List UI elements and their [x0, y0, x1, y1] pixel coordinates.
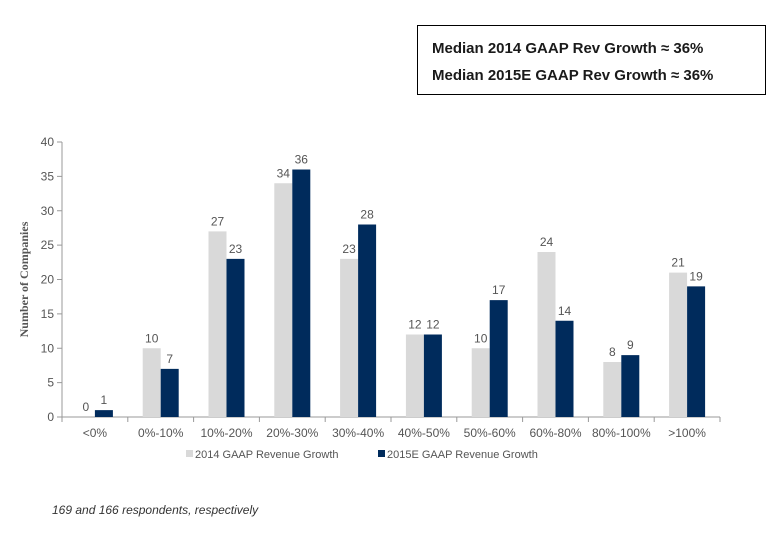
x-tick-label: 0%-10%	[138, 426, 184, 440]
data-label-2014: 10	[474, 331, 488, 345]
y-tick-label: 15	[41, 307, 55, 321]
bar-2015e	[621, 355, 640, 417]
bar-2015e	[687, 286, 706, 417]
data-label-2015e: 28	[360, 208, 374, 222]
bar-2015e	[226, 258, 245, 417]
bar-2015e	[94, 410, 113, 417]
x-tick-label: 40%-50%	[398, 426, 450, 440]
bar-2014	[274, 183, 293, 417]
legend-swatch	[186, 450, 193, 457]
bar-2014	[669, 272, 688, 417]
legend-swatch	[378, 450, 385, 457]
median-summary-box: Median 2014 GAAP Rev Growth ≈ 36% Median…	[417, 25, 766, 95]
data-label-2015e: 12	[426, 318, 440, 332]
data-label-2015e: 14	[558, 304, 572, 318]
bar-2014	[208, 231, 227, 417]
bar-2014	[537, 252, 556, 417]
x-tick-label: 60%-80%	[529, 426, 581, 440]
bar-2015e	[292, 169, 311, 417]
y-tick-label: 10	[41, 341, 55, 355]
data-label-2014: 10	[145, 331, 159, 345]
y-axis-title: Number of Companies	[17, 221, 31, 337]
bar-2014	[603, 362, 622, 417]
x-tick-label: 80%-100%	[592, 426, 651, 440]
data-label-2015e: 23	[229, 242, 243, 256]
data-label-2014: 8	[609, 345, 616, 359]
data-label-2015e: 17	[492, 283, 506, 297]
median-2015e-text: Median 2015E GAAP Rev Growth ≈ 36%	[432, 67, 714, 84]
data-label-2014: 23	[342, 242, 356, 256]
bar-2014	[405, 334, 424, 417]
legend-label: 2014 GAAP Revenue Growth	[195, 449, 339, 461]
data-label-2014: 27	[211, 214, 225, 228]
bar-2015e	[555, 320, 574, 417]
data-label-2014: 12	[408, 318, 422, 332]
x-tick-label: 30%-40%	[332, 426, 384, 440]
bar-2015e	[489, 300, 508, 417]
data-label-2015e: 9	[627, 338, 634, 352]
bar-2015e	[160, 368, 179, 417]
bar-2015e	[358, 224, 377, 417]
y-tick-label: 5	[47, 376, 54, 390]
data-label-2015e: 36	[295, 153, 309, 167]
y-tick-label: 40	[41, 135, 55, 149]
respondents-footnote: 169 and 166 respondents, respectively	[52, 503, 259, 517]
y-tick-label: 25	[41, 238, 55, 252]
y-tick-label: 35	[41, 169, 55, 183]
bar-2014	[471, 348, 490, 417]
data-label-2014: 21	[671, 256, 685, 270]
data-label-2015e: 7	[166, 352, 173, 366]
bar-2014	[340, 258, 359, 417]
median-2014-text: Median 2014 GAAP Rev Growth ≈ 36%	[432, 40, 704, 57]
x-tick-label: 20%-30%	[266, 426, 318, 440]
x-tick-label: 50%-60%	[464, 426, 516, 440]
bar-2015e	[423, 334, 442, 417]
data-label-2015e: 1	[101, 393, 108, 407]
data-label-2015e: 19	[689, 269, 703, 283]
data-label-2014: 24	[540, 235, 554, 249]
bar-2014	[142, 348, 161, 417]
data-label-2014: 0	[83, 400, 90, 414]
x-tick-label: 10%-20%	[200, 426, 252, 440]
data-label-2014: 34	[277, 166, 291, 180]
x-tick-label: <0%	[83, 426, 108, 440]
legend-label: 2015E GAAP Revenue Growth	[387, 449, 538, 461]
y-tick-label: 30	[41, 204, 55, 218]
y-tick-label: 0	[47, 410, 54, 424]
y-tick-label: 20	[41, 273, 55, 287]
x-tick-label: >100%	[668, 426, 706, 440]
